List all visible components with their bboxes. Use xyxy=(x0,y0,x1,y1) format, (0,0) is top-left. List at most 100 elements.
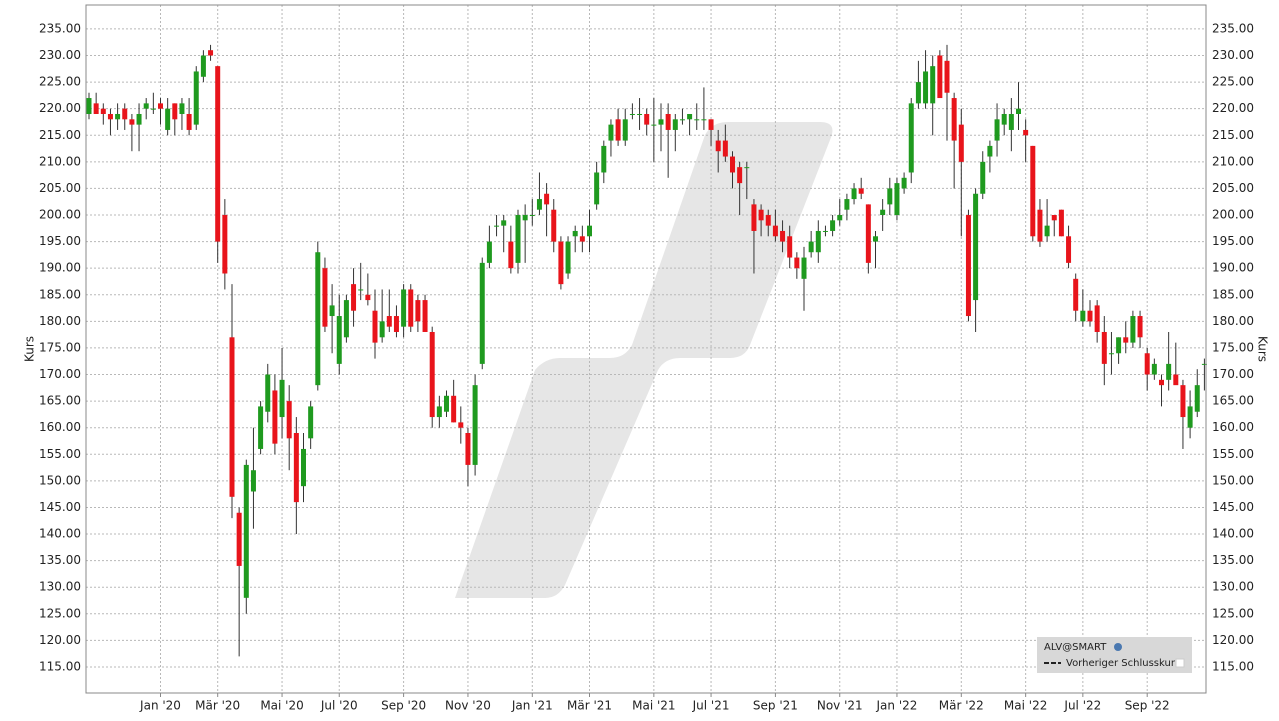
y2-tick-label: 235.00 xyxy=(1212,21,1254,35)
candle-body xyxy=(629,113,635,115)
y2-tick-label: 225.00 xyxy=(1212,75,1254,89)
candle-body xyxy=(393,316,399,332)
candle-body xyxy=(644,113,650,125)
candle-body xyxy=(301,448,306,487)
candle-body xyxy=(351,284,357,311)
candle-body xyxy=(1159,379,1164,386)
candle-body xyxy=(1044,225,1050,237)
candle-body xyxy=(343,300,349,338)
y2-tick-label: 140.00 xyxy=(1212,527,1254,541)
candle-body xyxy=(1137,316,1143,338)
candle-body xyxy=(679,119,685,121)
candle-body xyxy=(858,188,864,194)
candle-body xyxy=(951,98,957,141)
candles xyxy=(86,44,1207,657)
candle-body xyxy=(687,113,693,120)
y-tick-label: 160.00 xyxy=(39,420,81,434)
candle-body xyxy=(780,230,786,242)
candle-body xyxy=(744,167,750,169)
candle-body xyxy=(765,215,771,226)
legend-checkbox[interactable] xyxy=(1175,658,1185,668)
candle-body xyxy=(129,119,135,125)
candle-body xyxy=(479,262,485,364)
candle-body xyxy=(594,172,600,205)
candle-body xyxy=(293,433,299,503)
y-tick-label: 195.00 xyxy=(39,234,81,248)
y2-tick-label: 165.00 xyxy=(1212,394,1254,408)
candle-body xyxy=(844,199,850,210)
candle-body xyxy=(401,289,407,327)
candle-body xyxy=(894,183,900,216)
y-tick-label: 125.00 xyxy=(39,606,81,620)
y2-tick-label: 230.00 xyxy=(1212,48,1254,62)
candle-body xyxy=(150,108,156,110)
plot-border xyxy=(85,4,1207,694)
legend-title: ALV@SMART xyxy=(1044,642,1107,653)
candle-body xyxy=(944,60,950,93)
candle-body xyxy=(501,220,507,226)
candle-body xyxy=(1116,337,1122,354)
candle-body xyxy=(436,406,442,418)
candle-body xyxy=(93,103,99,114)
y-tick-label: 200.00 xyxy=(39,208,81,222)
candle-body xyxy=(522,215,528,221)
x-tick-label: Nov '21 xyxy=(817,699,863,713)
y-tick-label: 130.00 xyxy=(39,580,81,594)
candle-body xyxy=(444,395,449,412)
candle-body xyxy=(973,193,979,301)
candle-body xyxy=(200,55,206,77)
y2-tick-label: 115.00 xyxy=(1212,659,1254,673)
candle-body xyxy=(122,108,128,120)
candle-body xyxy=(608,124,614,141)
candle-body xyxy=(336,316,342,364)
candle-body xyxy=(815,230,821,253)
candle-body xyxy=(572,230,578,237)
candle-body xyxy=(544,193,550,205)
candle-body xyxy=(1108,353,1114,355)
legend: ALV@SMART Vorheriger Schlusskurs xyxy=(1037,637,1192,673)
y2-tick-label: 145.00 xyxy=(1212,500,1254,514)
candle-body xyxy=(887,188,893,205)
candle-body xyxy=(372,310,378,343)
candle-body xyxy=(651,124,657,126)
candle-body xyxy=(1144,353,1150,375)
x-tick-label: Jan '22 xyxy=(876,699,918,713)
candle-body xyxy=(615,119,621,141)
y2-tick-label: 125.00 xyxy=(1212,606,1254,620)
x-tick-label: Jul '22 xyxy=(1063,699,1101,713)
candle-body xyxy=(923,71,929,104)
candle-body xyxy=(551,209,557,242)
candle-body xyxy=(458,422,464,428)
candle-body xyxy=(672,119,678,130)
y2-tick-label: 220.00 xyxy=(1212,101,1254,115)
candle-body xyxy=(987,145,993,157)
y2-tick-label: 120.00 xyxy=(1212,633,1254,647)
y-tick-label: 140.00 xyxy=(39,527,81,541)
candle-body xyxy=(115,113,121,120)
candle-body xyxy=(1201,363,1207,365)
candle-body xyxy=(822,230,828,232)
candle-body xyxy=(1016,108,1021,114)
candle-body xyxy=(186,113,192,130)
y-tick-label: 185.00 xyxy=(39,287,81,301)
candle-body xyxy=(1187,406,1193,428)
candle-body xyxy=(329,305,335,317)
candle-body xyxy=(965,215,971,317)
x-tick-label: Jul '20 xyxy=(320,699,358,713)
candle-body xyxy=(1094,305,1100,332)
candle-body xyxy=(1037,209,1043,242)
y-tick-label: 230.00 xyxy=(39,48,81,62)
candle-body xyxy=(794,257,800,269)
candle-body xyxy=(322,268,328,327)
candle-body xyxy=(958,124,964,162)
candle-body xyxy=(1008,113,1014,130)
candle-body xyxy=(229,337,235,497)
candle-body xyxy=(587,225,592,237)
candle-body xyxy=(451,395,457,423)
candle-body xyxy=(386,316,392,327)
candle-body xyxy=(1030,145,1036,237)
candle-body xyxy=(637,113,643,115)
candle-body xyxy=(937,55,943,99)
candle-body xyxy=(1073,278,1079,311)
y-axis-label: Kurs xyxy=(23,336,37,362)
